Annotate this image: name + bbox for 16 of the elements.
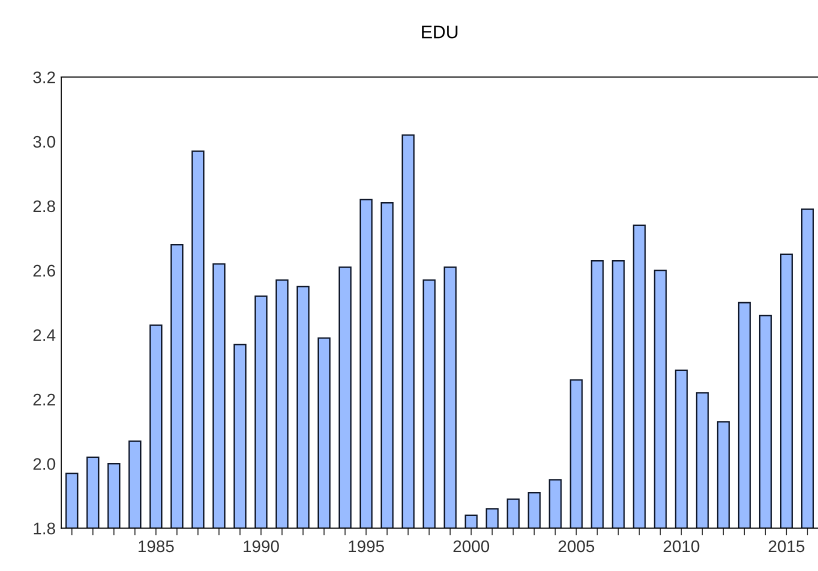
x-tick-label: 1995 (348, 540, 384, 552)
y-tick-label: 1.8 (34, 522, 56, 534)
y-tick-label: 2.8 (33, 200, 56, 212)
y-tick-label: 2.4 (33, 329, 56, 341)
y-tick-label: 3.2 (33, 71, 55, 84)
y-tick-label: 3.0 (33, 136, 56, 148)
x-tick-label: 1985 (138, 540, 174, 552)
x-tick-label: 2005 (558, 540, 594, 552)
x-tick-label: 2015 (768, 540, 804, 552)
x-tick-label: 1990 (244, 540, 279, 552)
y-tick-label: 2.0 (33, 458, 56, 470)
x-tick-label: 2010 (664, 540, 700, 552)
y-tick-label: 2.2 (33, 394, 55, 406)
x-tick-label: 2000 (454, 540, 490, 552)
y-tick-label: 2.6 (33, 264, 56, 277)
chart-title: EDU (422, 26, 458, 38)
